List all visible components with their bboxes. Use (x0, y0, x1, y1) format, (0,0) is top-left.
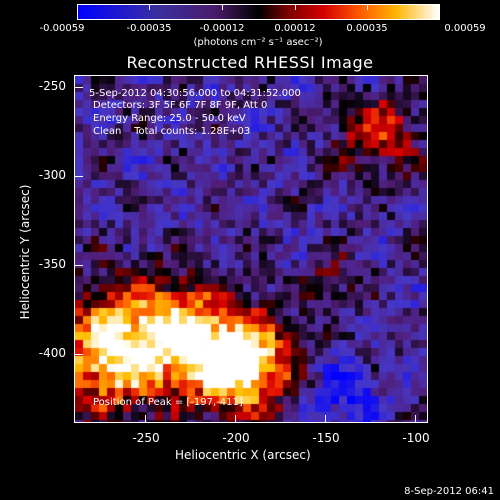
x-axis-label: Heliocentric X (arcsec) (175, 448, 311, 462)
image-plot: 5-Sep-2012 04:30:56.000 to 04:31:52.000 … (74, 75, 428, 423)
y-tick-label: -350 (38, 257, 66, 271)
colorbar-tick-label: 0.00035 (346, 23, 388, 34)
x-tick-label: -250 (132, 431, 160, 445)
y-tick-label: -300 (38, 168, 66, 182)
colorbar-tick (77, 4, 78, 10)
time-range-label: 5-Sep-2012 04:30:56.000 to 04:31:52.000 (89, 88, 301, 99)
peak-position-label: Position of Peak = [-197,-411] (93, 397, 243, 408)
method-counts-label: Clean Total counts: 1.28E+03 (93, 126, 251, 137)
colorbar-tick (367, 4, 368, 10)
y-tick (75, 354, 83, 355)
colorbar-tick (295, 4, 296, 10)
x-tick (145, 415, 146, 423)
x-tick-label: -150 (312, 431, 340, 445)
colorbar-tick-label: 0.00012 (274, 23, 316, 34)
colorbar-tick (222, 4, 223, 10)
colorbar-tick-label: -0.00035 (126, 23, 172, 34)
colorbar (77, 4, 440, 20)
heatmap-image (75, 76, 427, 422)
colorbar-tick (149, 4, 150, 10)
x-tick (235, 415, 236, 423)
energy-range-label: Energy Range: 25.0 - 50.0 keV (93, 113, 246, 124)
y-tick (75, 87, 83, 88)
colorbar-tick-label: 0.00059 (444, 23, 486, 34)
plot-title: Reconstructed RHESSI Image (126, 53, 374, 72)
y-tick-label: -250 (38, 79, 66, 93)
colorbar-tick-label: -0.00059 (39, 23, 85, 34)
x-tick-label: -100 (402, 431, 430, 445)
y-tick (75, 265, 83, 266)
timestamp: 8-Sep-2012 06:41 (404, 486, 494, 497)
colorbar-tick-label: -0.00012 (199, 23, 245, 34)
colorbar-units: (photons cm⁻² s⁻¹ asec⁻²) (193, 37, 323, 48)
y-axis-label: Heliocentric Y (arcsec) (18, 184, 32, 320)
x-tick (325, 415, 326, 423)
x-tick-label: -200 (222, 431, 250, 445)
colorbar-tick (439, 4, 440, 10)
detectors-label: Detectors: 3F 5F 6F 7F 8F 9F, Att 0 (93, 100, 268, 111)
y-tick (75, 176, 83, 177)
y-tick-label: -400 (38, 346, 66, 360)
x-tick (415, 415, 416, 423)
